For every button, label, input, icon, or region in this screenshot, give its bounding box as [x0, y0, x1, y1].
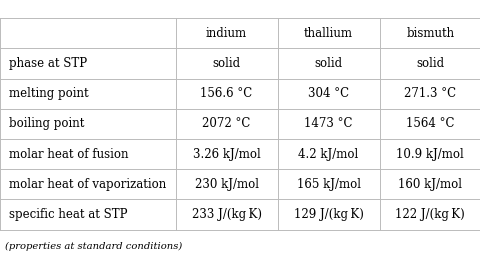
Text: 156.6 °C: 156.6 °C [200, 87, 252, 100]
Text: solid: solid [212, 57, 240, 70]
Text: 271.3 °C: 271.3 °C [403, 87, 456, 100]
Text: 230 kJ/mol: 230 kJ/mol [194, 178, 258, 191]
Text: 4.2 kJ/mol: 4.2 kJ/mol [298, 148, 358, 161]
Text: 122 J/(kg K): 122 J/(kg K) [395, 208, 464, 221]
Text: 233 J/(kg K): 233 J/(kg K) [191, 208, 261, 221]
Text: specific heat at STP: specific heat at STP [9, 208, 127, 221]
Text: 304 °C: 304 °C [307, 87, 348, 100]
Text: 1473 °C: 1473 °C [304, 117, 352, 130]
Text: (properties at standard conditions): (properties at standard conditions) [5, 242, 182, 251]
Text: 1564 °C: 1564 °C [405, 117, 454, 130]
Text: 165 kJ/mol: 165 kJ/mol [296, 178, 360, 191]
Text: melting point: melting point [9, 87, 88, 100]
Text: molar heat of vaporization: molar heat of vaporization [9, 178, 166, 191]
Text: 3.26 kJ/mol: 3.26 kJ/mol [192, 148, 260, 161]
Text: boiling point: boiling point [9, 117, 84, 130]
Text: indium: indium [205, 27, 247, 40]
Text: 10.9 kJ/mol: 10.9 kJ/mol [396, 148, 463, 161]
Text: phase at STP: phase at STP [9, 57, 86, 70]
Text: solid: solid [314, 57, 342, 70]
Text: bismuth: bismuth [405, 27, 454, 40]
Text: molar heat of fusion: molar heat of fusion [9, 148, 128, 161]
Text: 2072 °C: 2072 °C [202, 117, 250, 130]
Text: solid: solid [415, 57, 444, 70]
Text: 129 J/(kg K): 129 J/(kg K) [293, 208, 363, 221]
Text: thallium: thallium [303, 27, 352, 40]
Text: 160 kJ/mol: 160 kJ/mol [397, 178, 461, 191]
